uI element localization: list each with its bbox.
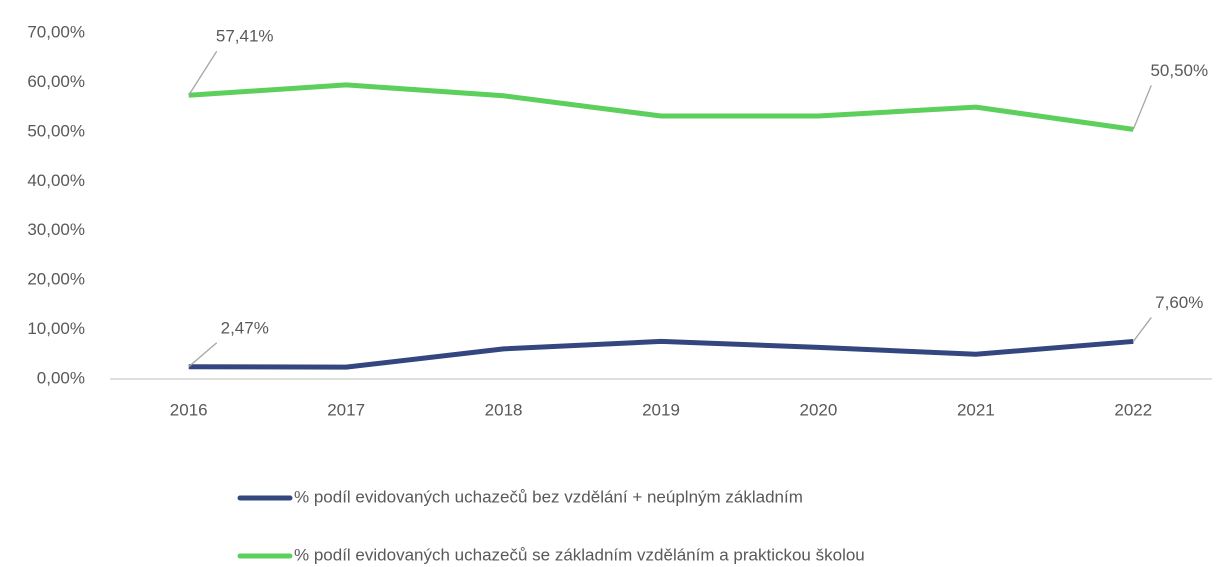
leader-line [188, 50, 218, 96]
x-tick-label: 2019 [642, 400, 680, 419]
y-tick-label: 30,00% [27, 220, 85, 239]
y-tick-label: 0,00% [37, 368, 85, 387]
y-tick-label: 20,00% [27, 270, 85, 289]
x-tick-label: 2020 [800, 400, 838, 419]
legend-label: % podíl evidovaných uchazečů se základní… [294, 545, 865, 564]
series-line [188, 82, 1134, 132]
leader-line [1132, 85, 1152, 130]
x-tick-label: 2017 [327, 400, 365, 419]
data-label: 7,60% [1155, 293, 1203, 312]
x-tick-label: 2018 [485, 400, 523, 419]
y-tick-label: 10,00% [27, 319, 85, 338]
data-label: 50,50% [1150, 61, 1208, 80]
y-tick-label: 50,00% [27, 121, 85, 140]
data-label: 2,47% [221, 318, 269, 337]
x-tick-label: 2022 [1114, 400, 1152, 419]
y-tick-label: 70,00% [27, 22, 85, 41]
legend-label: % podíl evidovaných uchazečů bez vzdělán… [294, 487, 803, 506]
data-label: 57,41% [216, 27, 274, 46]
x-tick-label: 2021 [957, 400, 995, 419]
y-tick-label: 40,00% [27, 171, 85, 190]
y-tick-label: 60,00% [27, 72, 85, 91]
series-line [188, 338, 1134, 370]
leader-line [188, 342, 218, 368]
x-tick-label: 2016 [170, 400, 208, 419]
leader-line [1132, 317, 1152, 342]
